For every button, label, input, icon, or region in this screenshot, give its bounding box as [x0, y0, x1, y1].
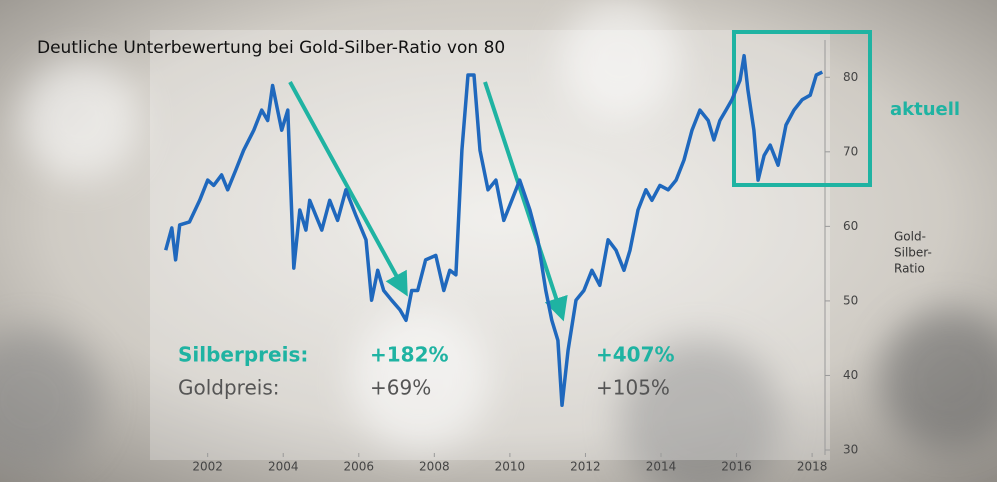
y-axis-label-line: Silber-: [894, 246, 932, 260]
x-tick-label: 2018: [797, 460, 828, 474]
y-tick-label: 60: [843, 219, 858, 233]
annotation: +105%: [596, 376, 670, 400]
highlight-label: aktuell: [890, 99, 960, 120]
y-axis-label-line: Gold-: [894, 230, 926, 244]
y-tick-label: 50: [843, 293, 858, 307]
annotation: +407%: [596, 343, 675, 367]
x-tick-label: 2016: [721, 460, 752, 474]
y-axis-label-line: Ratio: [894, 262, 925, 276]
x-tick-label: 2012: [570, 460, 601, 474]
annotation: Goldpreis:: [178, 376, 279, 400]
y-tick-label: 40: [843, 368, 858, 382]
y-tick-label: 30: [843, 443, 858, 457]
chart-title: Deutliche Unterbewertung bei Gold-Silber…: [37, 38, 505, 58]
y-tick-label: 80: [843, 70, 858, 84]
x-tick-label: 2014: [646, 460, 677, 474]
annotation: +182%: [370, 343, 449, 367]
x-tick-label: 2004: [268, 460, 299, 474]
annotation: +69%: [370, 376, 431, 400]
y-tick-label: 70: [843, 144, 858, 158]
chart: Deutliche Unterbewertung bei Gold-Silber…: [0, 0, 997, 482]
x-tick-label: 2006: [344, 460, 375, 474]
x-tick-label: 2008: [419, 460, 450, 474]
x-tick-label: 2002: [192, 460, 223, 474]
x-tick-label: 2010: [495, 460, 526, 474]
annotation: Silberpreis:: [178, 343, 308, 367]
